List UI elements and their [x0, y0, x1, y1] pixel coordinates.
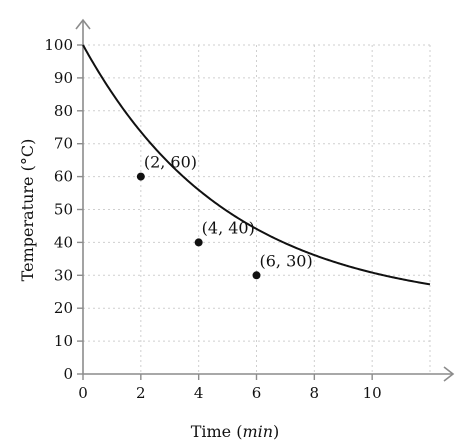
grid	[83, 44, 431, 374]
y-tick-label: 80	[54, 102, 73, 120]
y-axis-label: Temperature (°C)	[18, 139, 37, 282]
x-axis-label: Time (min)	[191, 422, 280, 441]
y-tick-label: 100	[44, 36, 73, 54]
y-axis-arrowhead	[75, 18, 91, 30]
data-point	[136, 172, 145, 181]
x-axis-label-suffix: )	[273, 422, 279, 441]
x-tick-label: 10	[363, 384, 382, 402]
data-points: (2, 60) (4, 40) (6, 30)	[136, 153, 313, 280]
y-tick-label: 60	[54, 168, 73, 186]
temperature-decay-curve	[82, 44, 431, 286]
labels: Temperature (°C) Time (min)	[18, 139, 279, 441]
x-tick-label: 2	[136, 384, 146, 402]
x-axis-label-text: Time (	[191, 422, 243, 441]
y-tick-label: 50	[54, 201, 73, 219]
y-tick-label: 40	[54, 233, 73, 251]
y-tick-label: 90	[54, 69, 73, 87]
x-tick-label: 0	[78, 384, 88, 402]
y-tick-label: 0	[63, 365, 73, 383]
x-tick-label: 4	[194, 384, 204, 402]
ticks: 0 10 20 30 40 50 60 70 80 90 100 0 2 4 6 8 10	[44, 36, 381, 402]
series	[82, 44, 431, 286]
axes	[75, 18, 455, 382]
y-tick-label: 30	[54, 266, 73, 284]
data-point-label: (6, 30)	[260, 251, 313, 270]
x-axis-arrowhead	[443, 366, 455, 382]
data-point	[194, 238, 203, 247]
data-point	[252, 271, 261, 280]
y-tick-label: 70	[54, 135, 73, 153]
data-point-label: (4, 40)	[202, 218, 255, 237]
data-point-label: (2, 60)	[144, 153, 197, 172]
x-tick-label: 8	[310, 384, 320, 402]
y-tick-label: 10	[54, 332, 73, 350]
x-axis-label-unit: min	[242, 422, 273, 441]
x-tick-label: 6	[252, 384, 262, 402]
y-tick-label: 20	[54, 299, 73, 317]
